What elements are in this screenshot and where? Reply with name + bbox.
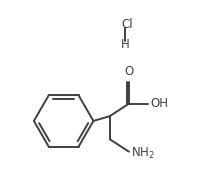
Text: OH: OH	[150, 97, 168, 110]
Text: Cl: Cl	[121, 18, 133, 31]
Text: NH$_2$: NH$_2$	[131, 146, 155, 161]
Text: H: H	[121, 38, 130, 51]
Text: O: O	[124, 65, 133, 78]
